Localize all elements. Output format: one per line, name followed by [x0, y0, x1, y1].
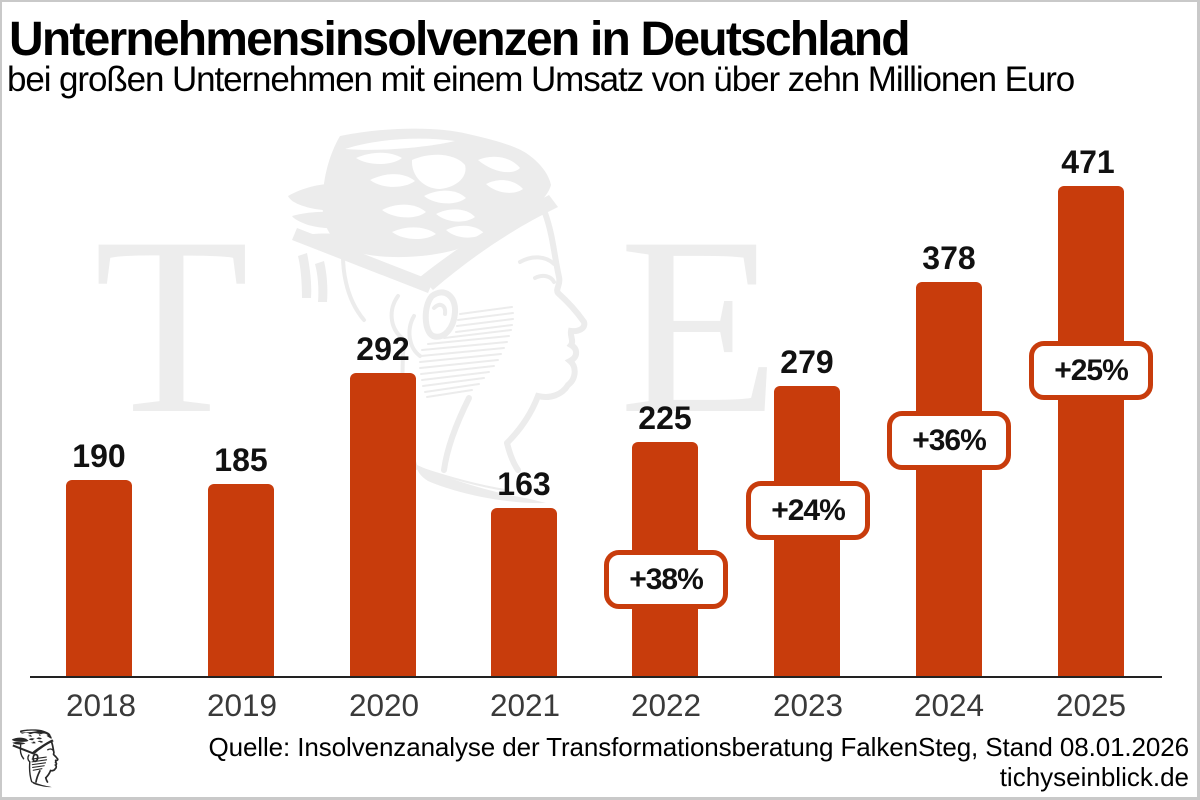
svg-text:T: T	[94, 185, 249, 466]
svg-text:E: E	[619, 186, 780, 467]
